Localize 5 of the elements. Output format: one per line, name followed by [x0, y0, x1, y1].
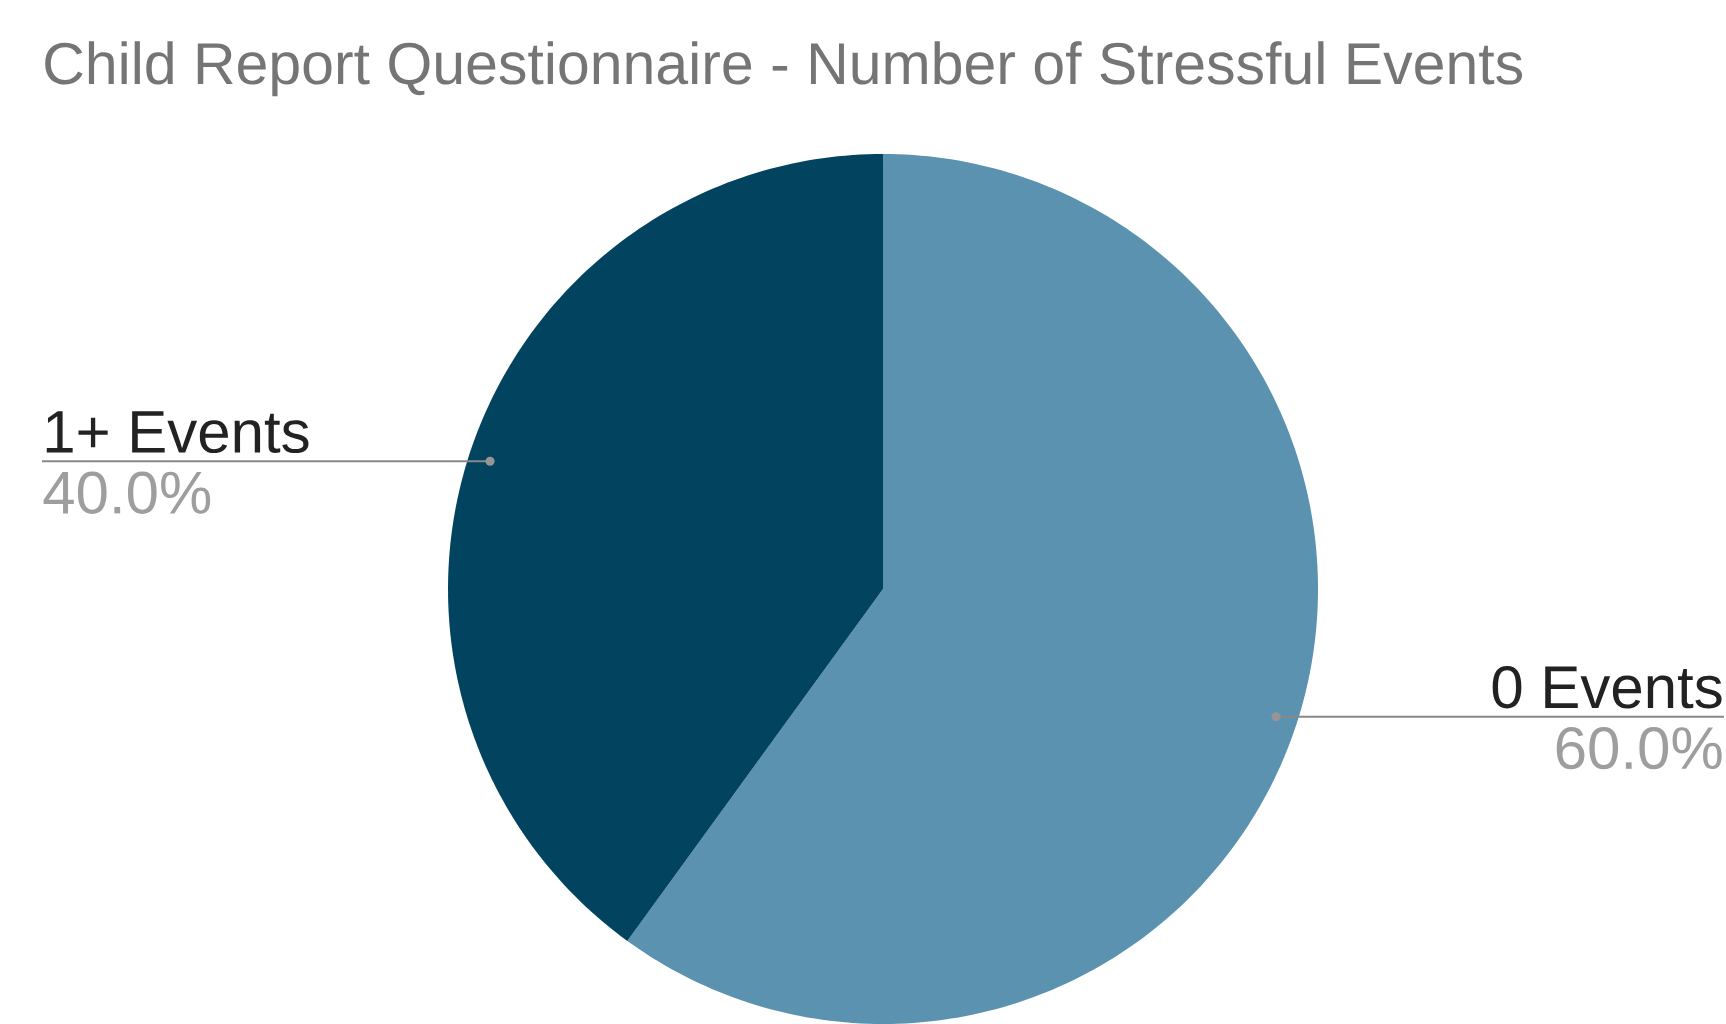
- slice-label: 0 Events: [1492, 666, 1722, 709]
- chart-title: Child Report Questionnaire - Number of Stressful Events: [45, 41, 1523, 97]
- slice-label: 1+ Events: [46, 411, 309, 454]
- data-label: 40.0%: [43, 471, 211, 514]
- data-label: 60.0%: [1556, 726, 1722, 770]
